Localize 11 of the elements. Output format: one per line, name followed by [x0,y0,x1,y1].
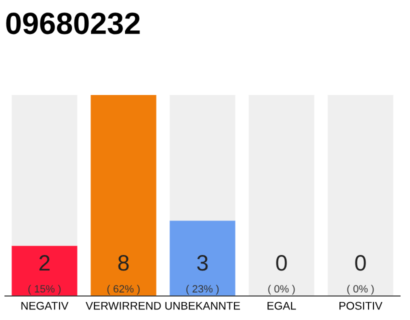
data-label: 8 ( 62% ) [107,255,140,295]
x-tick-label: UNBEKANNTE [165,302,240,310]
data-label: 2 ( 15% ) [28,255,61,295]
x-tick-label: VERWIRREND [86,302,161,310]
x-tick-label: NEGATIV [21,302,68,310]
annotation: 0 ( 0% ) [347,255,374,295]
data-label: 3 ( 23% ) [186,255,219,295]
x-tick-label: POSITIV [339,302,382,310]
annotation: 0 ( 0% ) [268,255,295,295]
chart-title: 09680232 [6,12,140,34]
x-tick-label: EGAL [268,302,296,310]
